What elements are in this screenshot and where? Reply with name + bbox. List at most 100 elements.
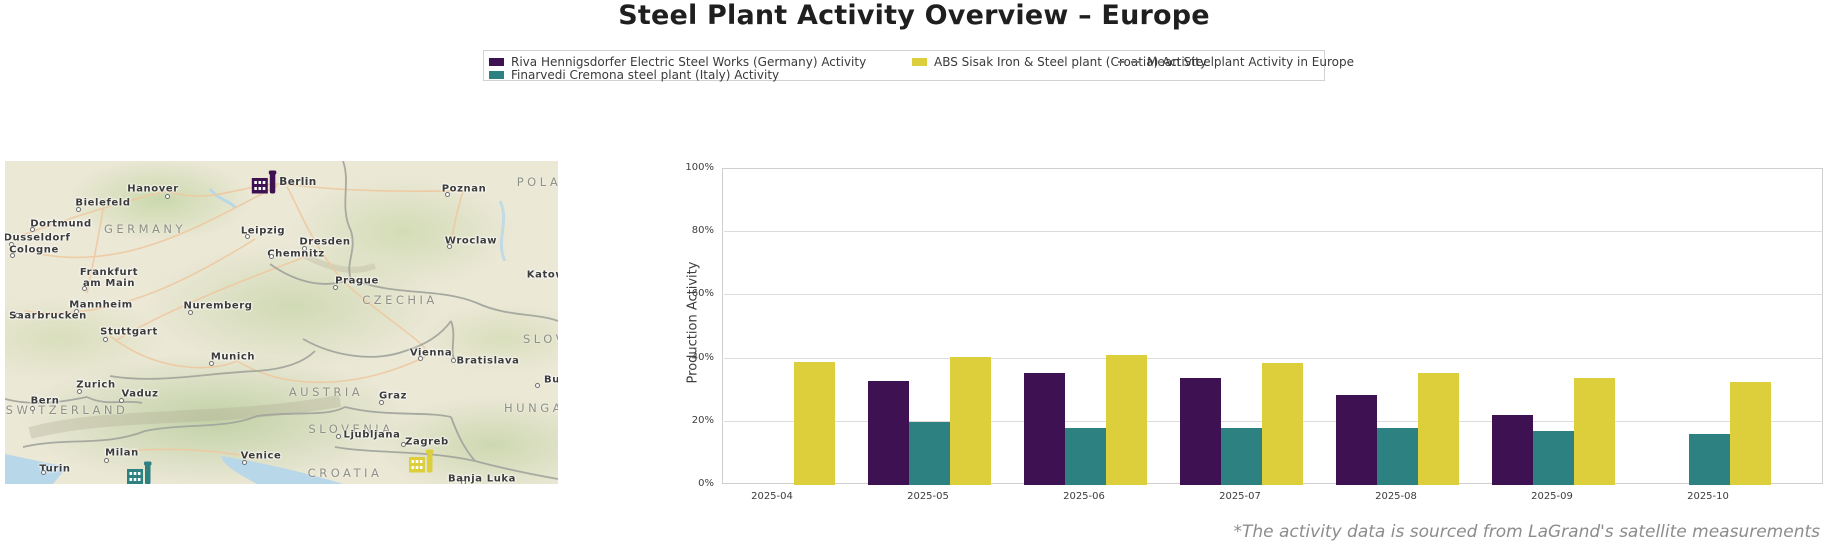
map-city-label: Wroclaw: [444, 235, 498, 247]
ore-mountains: [303, 253, 376, 273]
map-city-dot: [30, 227, 35, 232]
map-city-dot: [451, 358, 456, 363]
y-tick-label: 40%: [691, 351, 714, 363]
legend-label: ABS Sisak Iron & Steel plant (Croatia) A…: [934, 54, 1207, 69]
legend-item-finarvedi: Finarvedi Cremona steel plant (Italy) Ac…: [489, 67, 780, 82]
bar-series2-2025-04: [793, 361, 835, 485]
map-city-dot: [119, 398, 124, 403]
map-city-dot: [10, 253, 15, 258]
map-city-label: Banja Luka: [447, 473, 517, 485]
map-country-label: GERMANY: [103, 222, 187, 236]
factory-icon: [127, 461, 152, 484]
map-city-dot: [379, 400, 384, 405]
map-city-label: Graz: [378, 390, 408, 402]
bar-series2-2025-10: [1729, 382, 1771, 485]
bar-series2-2025-05: [949, 357, 991, 485]
map-city-label: Prague: [335, 275, 379, 287]
x-tick-label: 2025-08: [1375, 491, 1417, 502]
map-city-label: Bratislava: [456, 355, 520, 367]
europe-map: GERMANY POLA CZECHIA SLOV AUSTRIA SWITZERLAND…: [5, 161, 558, 484]
chart-legend: Riva Hennigsdorfer Electric Steel Works …: [483, 50, 1354, 82]
map-city-label: Dortmund: [30, 218, 92, 230]
map-city-label: Munich: [210, 351, 256, 363]
map-city-label: Zurich: [76, 379, 116, 391]
map-terrain-overlay: [5, 161, 558, 484]
map-city-dot: [418, 356, 423, 361]
legend-color-swatch-riva: [489, 57, 504, 66]
x-tick-label: 2025-05: [907, 491, 949, 502]
bar-series2-2025-07: [1261, 363, 1303, 485]
map-city-label: Poznan: [441, 183, 487, 195]
bar-series2-2025-06: [1105, 355, 1147, 485]
abs-zagreb-plant-marker: [409, 449, 436, 473]
legend-label: Riva Hennigsdorfer Electric Steel Works …: [511, 54, 867, 69]
map-city-dot: [461, 480, 466, 484]
map-city-label: Venice: [240, 450, 282, 462]
map-city-dot: [447, 244, 452, 249]
data-source-footnote: *The activity data is sourced from LaGra…: [1233, 522, 1820, 542]
legend-label: Finarvedi Cremona steel plant (Italy) Ac…: [511, 67, 780, 82]
map-city-dot: [76, 207, 81, 212]
legend-color-swatch-abs: [912, 57, 927, 66]
y-tick-label: 0%: [698, 478, 714, 489]
bar-series1-2025-07: [1220, 428, 1262, 485]
map-city-dot: [333, 285, 338, 290]
y-tick-label: 80%: [691, 225, 714, 237]
map-country-label: HUNGA: [504, 401, 558, 415]
map-country-label: SLOVENIA: [308, 422, 394, 436]
bar-series1-2025-08: [1376, 428, 1418, 485]
map-city-dot: [82, 286, 87, 291]
map-city-label: Milan: [105, 447, 139, 459]
x-tick-label: 2025-04: [751, 491, 793, 502]
map-city-dot: [401, 442, 406, 447]
legend-item-abs: ABS Sisak Iron & Steel plant (Croatia) A…: [912, 54, 1207, 69]
map-city-label: Chemnitz: [267, 248, 325, 260]
map-city-dot: [165, 194, 170, 199]
map-city-dot: [336, 434, 341, 439]
bar-series1-2025-05: [908, 421, 950, 485]
riva-berlin-plant-marker: Berlin: [251, 170, 316, 194]
bar-series1-2025-10: [1688, 434, 1730, 485]
map-city-label: Zagreb: [405, 436, 449, 448]
map-city-label: Turin: [39, 463, 71, 475]
map-city-dot: [41, 470, 46, 475]
map-city-label: Leipzig: [240, 225, 286, 237]
map-country-label: AUSTRIA: [288, 385, 364, 399]
map-city-dot: [30, 406, 35, 411]
bar-series0-2025-06: [1023, 372, 1065, 485]
map-city-dot: [15, 313, 20, 318]
y-tick-label: 20%: [691, 414, 714, 426]
map-city-label: Dusseldorf: [5, 232, 71, 244]
map-city-label: Frankfurt am Main: [79, 267, 139, 289]
sea-ligurian: [5, 454, 67, 484]
map-country-label: POLA: [516, 175, 558, 189]
map-city-dot: [103, 337, 108, 342]
bar-series1-2025-09: [1532, 431, 1574, 485]
map-country-label: CROATIA: [307, 466, 383, 480]
river-elbe: [208, 188, 238, 210]
bar-series1-2025-06: [1064, 428, 1106, 485]
map-city-dot: [242, 460, 247, 465]
map-city-label: Vaduz: [121, 388, 159, 400]
grid-line-80: [724, 231, 1823, 233]
map-city-label: Bu: [544, 374, 558, 386]
map-city-label: Nuremberg: [183, 300, 253, 312]
bar-series0-2025-07: [1179, 377, 1221, 485]
bar-series2-2025-08: [1417, 372, 1459, 485]
x-tick-label: 2025-07: [1219, 491, 1261, 502]
legend-color-swatch-finarvedi: [489, 70, 504, 79]
page-title: Steel Plant Activity Overview – Europe: [618, 0, 1210, 31]
bar-series0-2025-09: [1491, 415, 1533, 485]
legend-label: Mean Steelplant Activity in Europe: [1147, 54, 1355, 69]
bar-series0-2025-08: [1335, 394, 1377, 485]
factory-icon: [251, 170, 277, 194]
map-city-dot: [74, 309, 79, 314]
y-tick-label: 100%: [685, 162, 714, 173]
sea-adriatic: [221, 456, 343, 484]
map-city-dot: [77, 389, 82, 394]
map-city-dot: [535, 383, 540, 388]
x-tick-label: 2025-06: [1063, 491, 1105, 502]
alps-ridge: [28, 395, 342, 439]
map-country-label: CZECHIA: [362, 293, 438, 307]
